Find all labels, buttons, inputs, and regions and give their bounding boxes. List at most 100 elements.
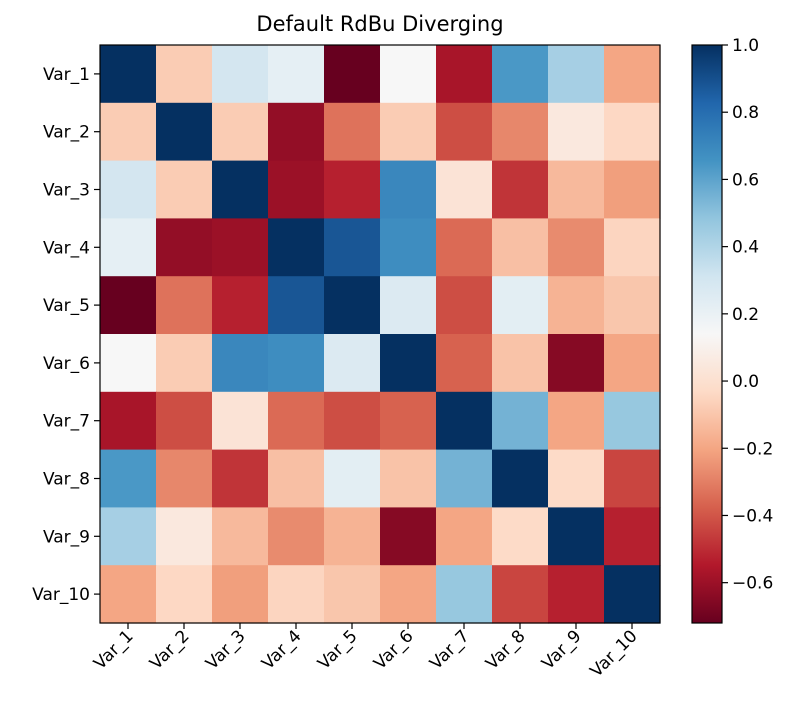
- heatmap-cell: [212, 334, 269, 393]
- heatmap-cell: [100, 334, 157, 393]
- y-tick-label: Var_6: [43, 354, 90, 374]
- heatmap-cell: [324, 218, 381, 277]
- heatmap-cell: [548, 160, 605, 219]
- heatmap-cell: [156, 276, 213, 335]
- heatmap-cell: [212, 391, 269, 451]
- heatmap-cell: [548, 45, 605, 104]
- heatmap-cell: [548, 334, 605, 393]
- x-tick-label: Var_1: [90, 626, 137, 673]
- heatmap-cell: [436, 218, 493, 277]
- heatmap-cell: [380, 218, 437, 277]
- heatmap-cell: [100, 102, 157, 162]
- heatmap-cell: [156, 565, 213, 624]
- heatmap-cell: [492, 160, 549, 219]
- heatmap-cell: [436, 45, 493, 104]
- heatmap-cell: [380, 391, 437, 451]
- heatmap-cell: [212, 218, 269, 277]
- heatmap-cell: [212, 507, 269, 566]
- heatmap-cell: [492, 102, 549, 162]
- heatmap-cell: [324, 449, 381, 508]
- heatmap-cell: [324, 276, 381, 335]
- heatmap-cell: [324, 391, 381, 451]
- heatmap-cell: [492, 334, 549, 393]
- heatmap-cell: [212, 276, 269, 335]
- heatmap-cell: [100, 276, 157, 335]
- y-tick-label: Var_9: [43, 527, 90, 547]
- heatmap-cell: [324, 45, 381, 104]
- y-tick-label: Var_8: [43, 470, 90, 490]
- heatmap-cell: [212, 160, 269, 219]
- x-tick-label: Var_9: [538, 626, 585, 673]
- heatmap-cell: [156, 334, 213, 393]
- heatmap-cell: [156, 45, 213, 104]
- heatmap-cell: [268, 565, 325, 624]
- y-tick-label: Var_1: [43, 65, 90, 85]
- heatmap-cell: [492, 565, 549, 624]
- heatmap-cell: [324, 507, 381, 566]
- heatmap-cell: [604, 449, 661, 508]
- colorbar-tick-label: 0.4: [732, 238, 759, 258]
- heatmap-cell: [324, 334, 381, 393]
- heatmap-cell: [268, 160, 325, 219]
- colorbar-tick-label: 0.0: [732, 372, 759, 392]
- heatmap-cell: [380, 507, 437, 566]
- heatmap-cell: [436, 160, 493, 219]
- heatmap-cell: [212, 102, 269, 162]
- heatmap-cell: [604, 160, 661, 219]
- heatmap-cell: [604, 102, 661, 162]
- heatmap-cell: [100, 160, 157, 219]
- colorbar-tick-label: −0.6: [732, 574, 773, 594]
- x-tick-label: Var_2: [146, 626, 193, 673]
- heatmap-cell: [436, 565, 493, 624]
- colorbar-tick-label: 1.0: [732, 36, 759, 56]
- heatmap-frame: [99, 44, 661, 624]
- heatmap-cell: [156, 449, 213, 508]
- x-tick-label: Var_8: [482, 626, 529, 673]
- chart-title: Default RdBu Diverging: [256, 12, 503, 36]
- heatmap-cell: [436, 507, 493, 566]
- heatmap-cell: [548, 218, 605, 277]
- x-tick-label: Var_5: [314, 626, 361, 673]
- colorbar-frame: [691, 44, 723, 624]
- y-tick-label: Var_5: [43, 296, 90, 316]
- heatmap-cell: [100, 45, 157, 104]
- heatmap-cell: [156, 507, 213, 566]
- heatmap-cell: [436, 449, 493, 508]
- heatmap-cell: [604, 507, 661, 566]
- heatmap-cells: [100, 45, 661, 624]
- heatmap-cell: [492, 507, 549, 566]
- heatmap-cell: [268, 218, 325, 277]
- colorbar-gradient: [692, 45, 722, 623]
- x-tick-label: Var_10: [586, 626, 641, 681]
- colorbar-tick-label: 0.6: [732, 170, 759, 190]
- y-tick-label: Var_3: [43, 181, 90, 201]
- heatmap-cell: [492, 218, 549, 277]
- heatmap-cell: [212, 45, 269, 104]
- colorbar: 1.0 0.8 0.6 0.4 0.2 0.0 −0.2 −0.4 −0.6: [691, 36, 773, 624]
- heatmap-cell: [268, 102, 325, 162]
- heatmap-cell: [380, 334, 437, 393]
- colorbar-tick-label: 0.8: [732, 103, 759, 123]
- heatmap-cell: [604, 45, 661, 104]
- heatmap-cell: [100, 565, 157, 624]
- x-tick-label: Var_7: [426, 626, 473, 673]
- heatmap-cell: [380, 276, 437, 335]
- heatmap-cell: [436, 276, 493, 335]
- heatmap-cell: [604, 276, 661, 335]
- x-tick-label: Var_4: [258, 626, 305, 673]
- heatmap-cell: [548, 102, 605, 162]
- heatmap-cell: [380, 45, 437, 104]
- heatmap-cell: [548, 507, 605, 566]
- colorbar-tick-label: −0.4: [732, 506, 773, 526]
- heatmap-cell: [548, 391, 605, 451]
- x-axis-ticks: Var_1 Var_2 Var_3 Var_4 Var_5 Var_6 Var_7 Var_8…: [90, 623, 642, 681]
- heatmap-cell: [604, 391, 661, 451]
- heatmap-cell: [212, 449, 269, 508]
- heatmap-cell: [604, 218, 661, 277]
- heatmap-cell: [380, 160, 437, 219]
- heatmap-cell: [380, 565, 437, 624]
- y-tick-label: Var_2: [43, 123, 90, 143]
- heatmap-cell: [548, 276, 605, 335]
- heatmap-cell: [268, 334, 325, 393]
- heatmap-cell: [268, 449, 325, 508]
